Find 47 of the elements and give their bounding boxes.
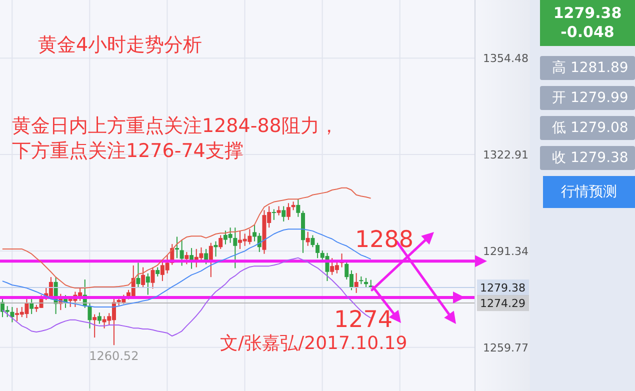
ref-line-label: 1274.29 <box>480 297 526 310</box>
candlestick <box>233 227 238 269</box>
candlestick <box>306 231 310 246</box>
candlestick <box>316 242 320 259</box>
candlestick <box>296 198 300 218</box>
quote-field: 开 1279.99 <box>540 86 635 110</box>
candlestick <box>10 306 14 323</box>
annotation: 1274 <box>334 306 393 333</box>
quote-field: 收 1279.38 <box>540 146 635 170</box>
quote-field: 高 1281.89 <box>540 56 635 80</box>
candlestick <box>354 272 358 294</box>
price-box: 1279.38 -0.048 <box>540 0 635 46</box>
candlestick <box>97 312 102 324</box>
candlestick <box>204 248 208 265</box>
text: 黄金4小时走势分析 <box>38 34 202 56</box>
y-tick-label: 1322.91 <box>483 148 528 162</box>
candlestick <box>136 262 140 288</box>
annotation: 1288 <box>355 227 414 254</box>
candlestick <box>364 277 368 288</box>
candlestick <box>156 266 160 277</box>
annotation: 文/张嘉弘/2017.10.19 <box>220 333 408 354</box>
candlestick <box>146 272 150 296</box>
candlestick <box>92 314 97 338</box>
candlestick <box>276 206 281 216</box>
candlestick <box>180 239 184 266</box>
candlestick <box>214 240 218 258</box>
candlestick <box>272 208 276 220</box>
annotation: 下方重点关注1276-74支撑 <box>12 140 244 162</box>
forecast-button: 行情预测 <box>543 176 635 208</box>
candlestick <box>174 236 179 259</box>
candlestick <box>282 206 286 222</box>
annotation: 1260.52 <box>89 349 139 364</box>
ref-line-label: 1279.38 <box>480 282 526 295</box>
y-tick-label: 1354.48 <box>483 52 528 66</box>
candlestick <box>184 252 189 265</box>
quote-field: 低 1279.08 <box>540 116 635 140</box>
y-tick-label: 1259.77 <box>483 341 528 354</box>
candlestick <box>218 234 223 250</box>
candlestick <box>286 202 290 220</box>
candlestick <box>141 266 146 288</box>
candlestick <box>310 234 315 248</box>
candlestick <box>30 298 34 315</box>
candlestick <box>208 242 213 278</box>
candlestick <box>88 302 92 329</box>
y-tick-label: 1291.34 <box>483 244 528 258</box>
annotation: 黄金日内上方重点关注1284-88阻力， <box>12 115 338 137</box>
candlestick <box>150 266 155 290</box>
